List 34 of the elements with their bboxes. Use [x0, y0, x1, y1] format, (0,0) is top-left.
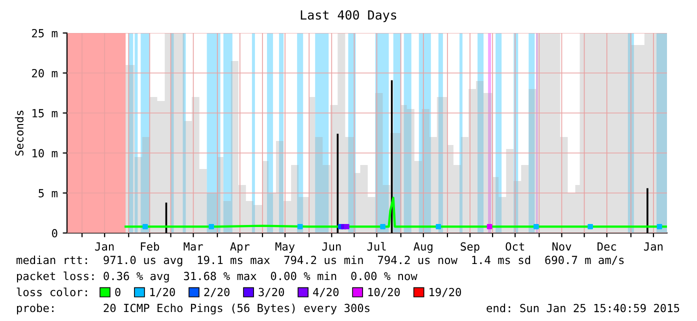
y-tick-label: 10 m	[32, 149, 58, 158]
legend-label: 4/20	[313, 288, 339, 298]
x-tick-label: Jan	[95, 242, 114, 251]
x-tick-label: Nov	[552, 242, 572, 251]
x-tick-label: Jun	[322, 242, 341, 251]
y-tick-label: 20 m	[32, 69, 58, 78]
y-tick-label: 0	[52, 229, 58, 238]
legend-label: 19/20	[430, 288, 461, 298]
text: end: Sun Jan 25 15:40:59 2015	[486, 304, 680, 312]
legend-label: 0	[115, 288, 120, 296]
x-tick-label: Apr	[230, 242, 250, 253]
legend-label: 10/20	[368, 288, 400, 298]
y-tick-label: 5 m	[38, 189, 58, 198]
x-tick-label: Mar	[184, 242, 203, 251]
x-tick-label: Jul	[367, 242, 386, 251]
x-tick-label: May	[275, 242, 295, 253]
y-tick-label: 25 m	[32, 29, 58, 38]
y-axis-title: Seconds	[14, 110, 24, 156]
text: probe: 20 ICMP Echo Pings (56 Bytes) every 300s	[17, 304, 370, 314]
text: median rtt: 971.0 us avg 19.1 ms max 794.2 us min 794.2 us now 1.4 ms sd 690.7 m am/s	[16, 256, 624, 266]
line-series	[124, 196, 667, 228]
x-tick-label: Sep	[460, 242, 480, 253]
chart-title: Last 400 Days	[300, 10, 396, 22]
x-tick-label: Feb	[140, 242, 160, 251]
legend-label: 3/20	[258, 288, 284, 298]
legend-title: loss color:	[16, 288, 87, 296]
x-tick-label: Aug	[414, 242, 432, 253]
x-tick-label: Oct	[506, 242, 524, 251]
y-tick-label: 15 m	[32, 109, 58, 118]
text: packet loss: 0.36 % avg 31.68 % max 0.00 % min 0.00 % now	[17, 272, 418, 282]
x-tick-label: Jan	[644, 242, 663, 251]
legend-label: 1/20	[150, 288, 175, 298]
legend-label: 2/20	[204, 288, 230, 298]
x-tick-label: Dec	[598, 242, 616, 251]
